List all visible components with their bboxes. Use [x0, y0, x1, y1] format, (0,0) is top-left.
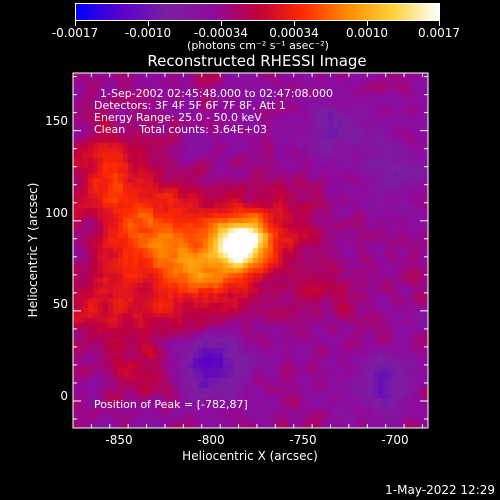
- colorbar-gradient: [76, 4, 439, 20]
- x-tick-label: -700: [381, 433, 409, 447]
- colorbar-tick-label: 0.0010: [346, 26, 388, 40]
- x-tick-label: -750: [289, 433, 317, 447]
- plot-frame: [72, 72, 429, 429]
- x-tick-label: -800: [197, 433, 225, 447]
- colorbar-tick-label: -0.00034: [194, 26, 248, 40]
- y-tick-label: 100: [45, 206, 68, 220]
- colorbar-tick-label: -0.0017: [51, 26, 99, 40]
- colorbar-unit-label: (photons cm⁻² s⁻¹ asec⁻²): [187, 39, 329, 52]
- colorbar-tick-line: [294, 21, 295, 26]
- time-range-text: 1-Sep-2002 02:45:48.000 to 02:47:08.000: [100, 87, 333, 100]
- colorbar-tick-label: -0.0010: [124, 26, 172, 40]
- clean-counts-text: Clean Total counts: 3.64E+03: [94, 123, 268, 136]
- energy-range-text: Energy Range: 25.0 - 50.0 keV: [94, 111, 262, 124]
- colorbar-tick-line: [75, 21, 76, 26]
- y-tick-label: 0: [60, 389, 68, 403]
- colorbar-tick-line: [439, 21, 440, 26]
- colorbar-tick-line: [148, 21, 149, 26]
- x-axis-label: Heliocentric X (arcsec): [182, 449, 318, 463]
- y-tick-label: 150: [45, 114, 68, 128]
- detectors-text: Detectors: 3F 4F 5F 6F 7F 8F, Att 1: [94, 99, 286, 112]
- colorbar-tick-line: [367, 21, 368, 26]
- heatmap-image: [73, 73, 428, 428]
- axis-ticks: [72, 73, 428, 428]
- colorbar: [75, 3, 440, 21]
- y-axis-label: Heliocentric Y (arcsec): [26, 182, 40, 318]
- y-tick-label: 50: [52, 297, 68, 311]
- peak-position-text: Position of Peak = [-782,87]: [94, 398, 248, 411]
- chart-title: Reconstructed RHESSI Image: [147, 52, 367, 70]
- colorbar-tick-line: [221, 21, 222, 26]
- colorbar-tick-label: 0.00034: [269, 26, 319, 40]
- x-tick-label: -850: [105, 433, 133, 447]
- colorbar-tick-label: 0.0017: [418, 26, 460, 40]
- footer-date: 1-May-2022 12:29: [385, 483, 495, 497]
